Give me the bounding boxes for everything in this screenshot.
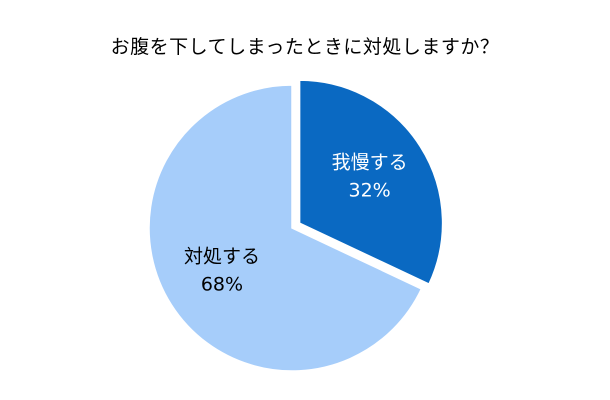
slice-value-label-1: 68% [201, 273, 243, 295]
chart-title: お腹を下してしまったときに対処しますか？ [110, 36, 500, 58]
pie-labels: 我慢する 32% 対処する 68% [184, 152, 408, 296]
slice-value-label-0: 32% [349, 180, 391, 202]
slice-label-1: 対処する [184, 245, 260, 267]
slice-label-0: 我慢する [332, 152, 408, 174]
pie-slices [148, 79, 444, 372]
pie-slice-0 [298, 79, 444, 286]
pie-slice-1 [148, 84, 423, 372]
